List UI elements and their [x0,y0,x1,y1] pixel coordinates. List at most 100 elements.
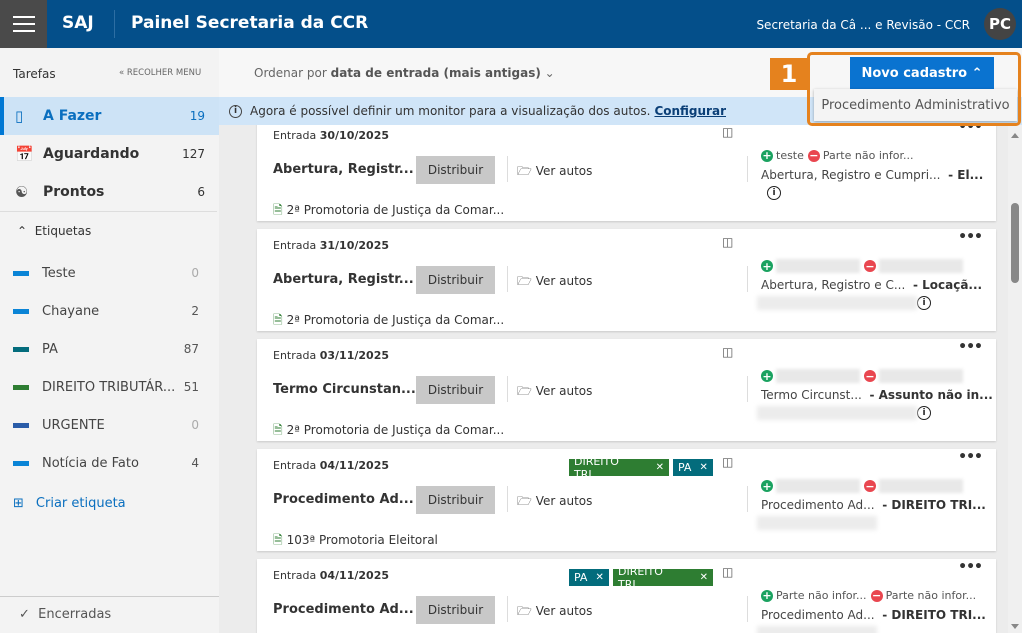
calendar-clock-icon: 📅 [15,145,34,163]
sidebar-tag-item[interactable]: Teste 0 [0,258,219,288]
sort-value: data de entrada (mais antigas) [330,66,541,80]
minus-circle-icon: − [807,149,820,162]
more-options-icon[interactable]: ••• [958,339,983,355]
view-records-button[interactable]: 🗁 Ver autos [517,272,592,293]
divider [747,486,748,512]
sidebar-tag-item[interactable]: Notícia de Fato 4 [0,448,219,478]
collapse-menu-button[interactable]: « RECOLHER MENU [119,68,202,78]
subject-class: Abertura, Registro e Cumpri... [761,168,941,182]
distribute-button[interactable]: Distribuir [416,266,495,294]
entry-date: Entrada 30/10/2025 [273,129,389,142]
task-card[interactable]: Entrada 03/11/2025 ◫ ••• Termo Circunsta… [257,339,996,441]
new-record-label: Novo cadastro [861,65,968,81]
monitor-icon[interactable]: ◫ [722,345,734,359]
sort-dropdown[interactable]: Ordenar por data de entrada (mais antiga… [254,66,555,80]
view-records-button[interactable]: 🗁 Ver autos [517,162,592,183]
sidebar-item-a-fazer[interactable]: ▯ A Fazer 19 [0,97,219,135]
card-organization: 🗎 2ª Promotoria de Justiça da Comar... [273,421,504,442]
minus-circle-icon: − [864,369,876,383]
view-records-label: Ver autos [535,164,593,178]
tag-chip-label: DIREITO TRI... [618,564,663,591]
task-card[interactable]: Entrada 04/11/2025 DIREITO TRI... ✕ PA ✕ ◫ … [257,449,996,551]
sidebar-item-aguardando[interactable]: 📅 Aguardando 127 [0,135,219,173]
entry-label: Entrada [273,129,317,142]
redacted-text [879,259,963,273]
plus-circle-icon: + [761,369,773,383]
monitor-icon[interactable]: ◫ [722,565,734,579]
card-subject: Abertura, Registro e C... - Locaçã... [761,278,982,292]
monitor-icon[interactable]: ◫ [722,235,734,249]
card-title[interactable]: Procedimento Ad... [273,492,414,507]
view-records-label: Ver autos [535,384,593,398]
remove-tag-icon[interactable]: ✕ [595,572,604,583]
menu-item-procedimento-administrativo[interactable]: Procedimento Administrativo [814,89,1017,121]
scrollbar[interactable] [1008,125,1022,633]
sidebar-tag-item[interactable]: DIREITO TRIBUTÁR... 51 [0,372,219,402]
tag-color-swatch [13,384,29,390]
scrollbar-thumb[interactable] [1011,203,1019,283]
tag-chip[interactable]: DIREITO TRI... ✕ [613,565,713,591]
redacted-text [879,369,963,383]
task-card[interactable]: Entrada 30/10/2025 ◫ ••• Abertura, Regis… [257,119,996,221]
monitor-icon[interactable]: ◫ [722,455,734,469]
more-options-icon[interactable]: ••• [958,229,983,245]
user-org[interactable]: Secretaria da Câ ... e Revisão - CCR [756,18,970,32]
scroll-down-icon[interactable] [1011,624,1019,629]
organization-label: 2ª Promotoria de Justiça da Comar... [286,423,505,437]
card-subject: Procedimento Ad... - DIREITO TRI... [761,498,986,512]
chevron-down-icon: ⌄ [544,66,555,80]
scroll-up-icon[interactable] [1011,133,1019,138]
tag-label: Notícia de Fato [42,455,139,471]
sidebar-tag-item[interactable]: Chayane 2 [0,296,219,326]
sidebar-tag-item[interactable]: PA 87 [0,334,219,364]
view-records-button[interactable]: 🗁 Ver autos [517,602,592,623]
configure-link[interactable]: Configurar [654,104,726,118]
distribute-button[interactable]: Distribuir [416,486,495,514]
tag-chip[interactable]: PA ✕ [569,569,609,586]
tag-chip[interactable]: DIREITO TRI... ✕ [569,455,669,481]
view-records-button[interactable]: 🗁 Ver autos [517,382,592,403]
avatar[interactable]: PC [984,8,1016,40]
card-title[interactable]: Abertura, Registr... [273,272,414,287]
card-title[interactable]: Abertura, Registr... [273,162,414,177]
card-title[interactable]: Procedimento Ad... [273,602,414,617]
view-records-button[interactable]: 🗁 Ver autos [517,492,592,513]
task-card[interactable]: Entrada 04/11/2025 PA ✕ DIREITO TRI... ✕ ◫ … [257,559,996,633]
remove-tag-icon[interactable]: ✕ [655,462,664,473]
more-options-icon[interactable]: ••• [958,559,983,575]
divider [114,10,115,38]
task-list: Entrada 30/10/2025 ◫ ••• Abertura, Regis… [219,97,1008,633]
sidebar-item-prontos[interactable]: ☯ Prontos 6 [0,173,219,211]
minus-circle-icon: − [864,259,876,273]
card-title[interactable]: Termo Circunstan... [273,382,416,397]
sidebar-tag-item[interactable]: URGENTE 0 [0,410,219,440]
distribute-button[interactable]: Distribuir [416,376,495,404]
card-process-info: i [757,186,781,200]
passive-party: Parte não infor... [885,589,977,602]
plus-circle-icon: + [761,149,773,162]
remove-tag-icon[interactable]: ✕ [699,462,708,473]
sidebar-item-encerradas[interactable]: ✓ Encerradas [19,607,111,622]
distribute-button[interactable]: Distribuir [416,596,495,624]
parties: + teste − Parte não infor... [761,149,913,162]
tags-section-toggle[interactable]: ⌃ Etiquetas [17,224,91,238]
new-record-button[interactable]: Novo cadastro ⌃ [850,57,994,89]
distribute-button[interactable]: Distribuir [416,156,495,184]
redacted-text [757,626,877,633]
info-icon[interactable]: i [767,186,781,200]
monitor-icon[interactable]: ◫ [722,125,734,139]
parties: + Parte não infor... − Parte não infor... [761,589,976,602]
create-tag-button[interactable]: ⊞ Criar etiqueta [13,496,126,511]
info-icon[interactable]: i [917,406,931,420]
tag-chip[interactable]: PA ✕ [673,459,713,476]
entry-date-value: 03/11/2025 [319,349,389,362]
more-options-icon[interactable]: ••• [958,449,983,465]
passive-party: Parte não infor... [822,149,914,162]
redacted-text [776,369,860,383]
divider [0,211,217,212]
info-icon[interactable]: i [917,296,931,310]
menu-icon[interactable] [0,0,47,48]
task-card[interactable]: Entrada 31/10/2025 ◫ ••• Abertura, Regis… [257,229,996,331]
remove-tag-icon[interactable]: ✕ [699,572,708,583]
tag-color-swatch [13,308,29,314]
